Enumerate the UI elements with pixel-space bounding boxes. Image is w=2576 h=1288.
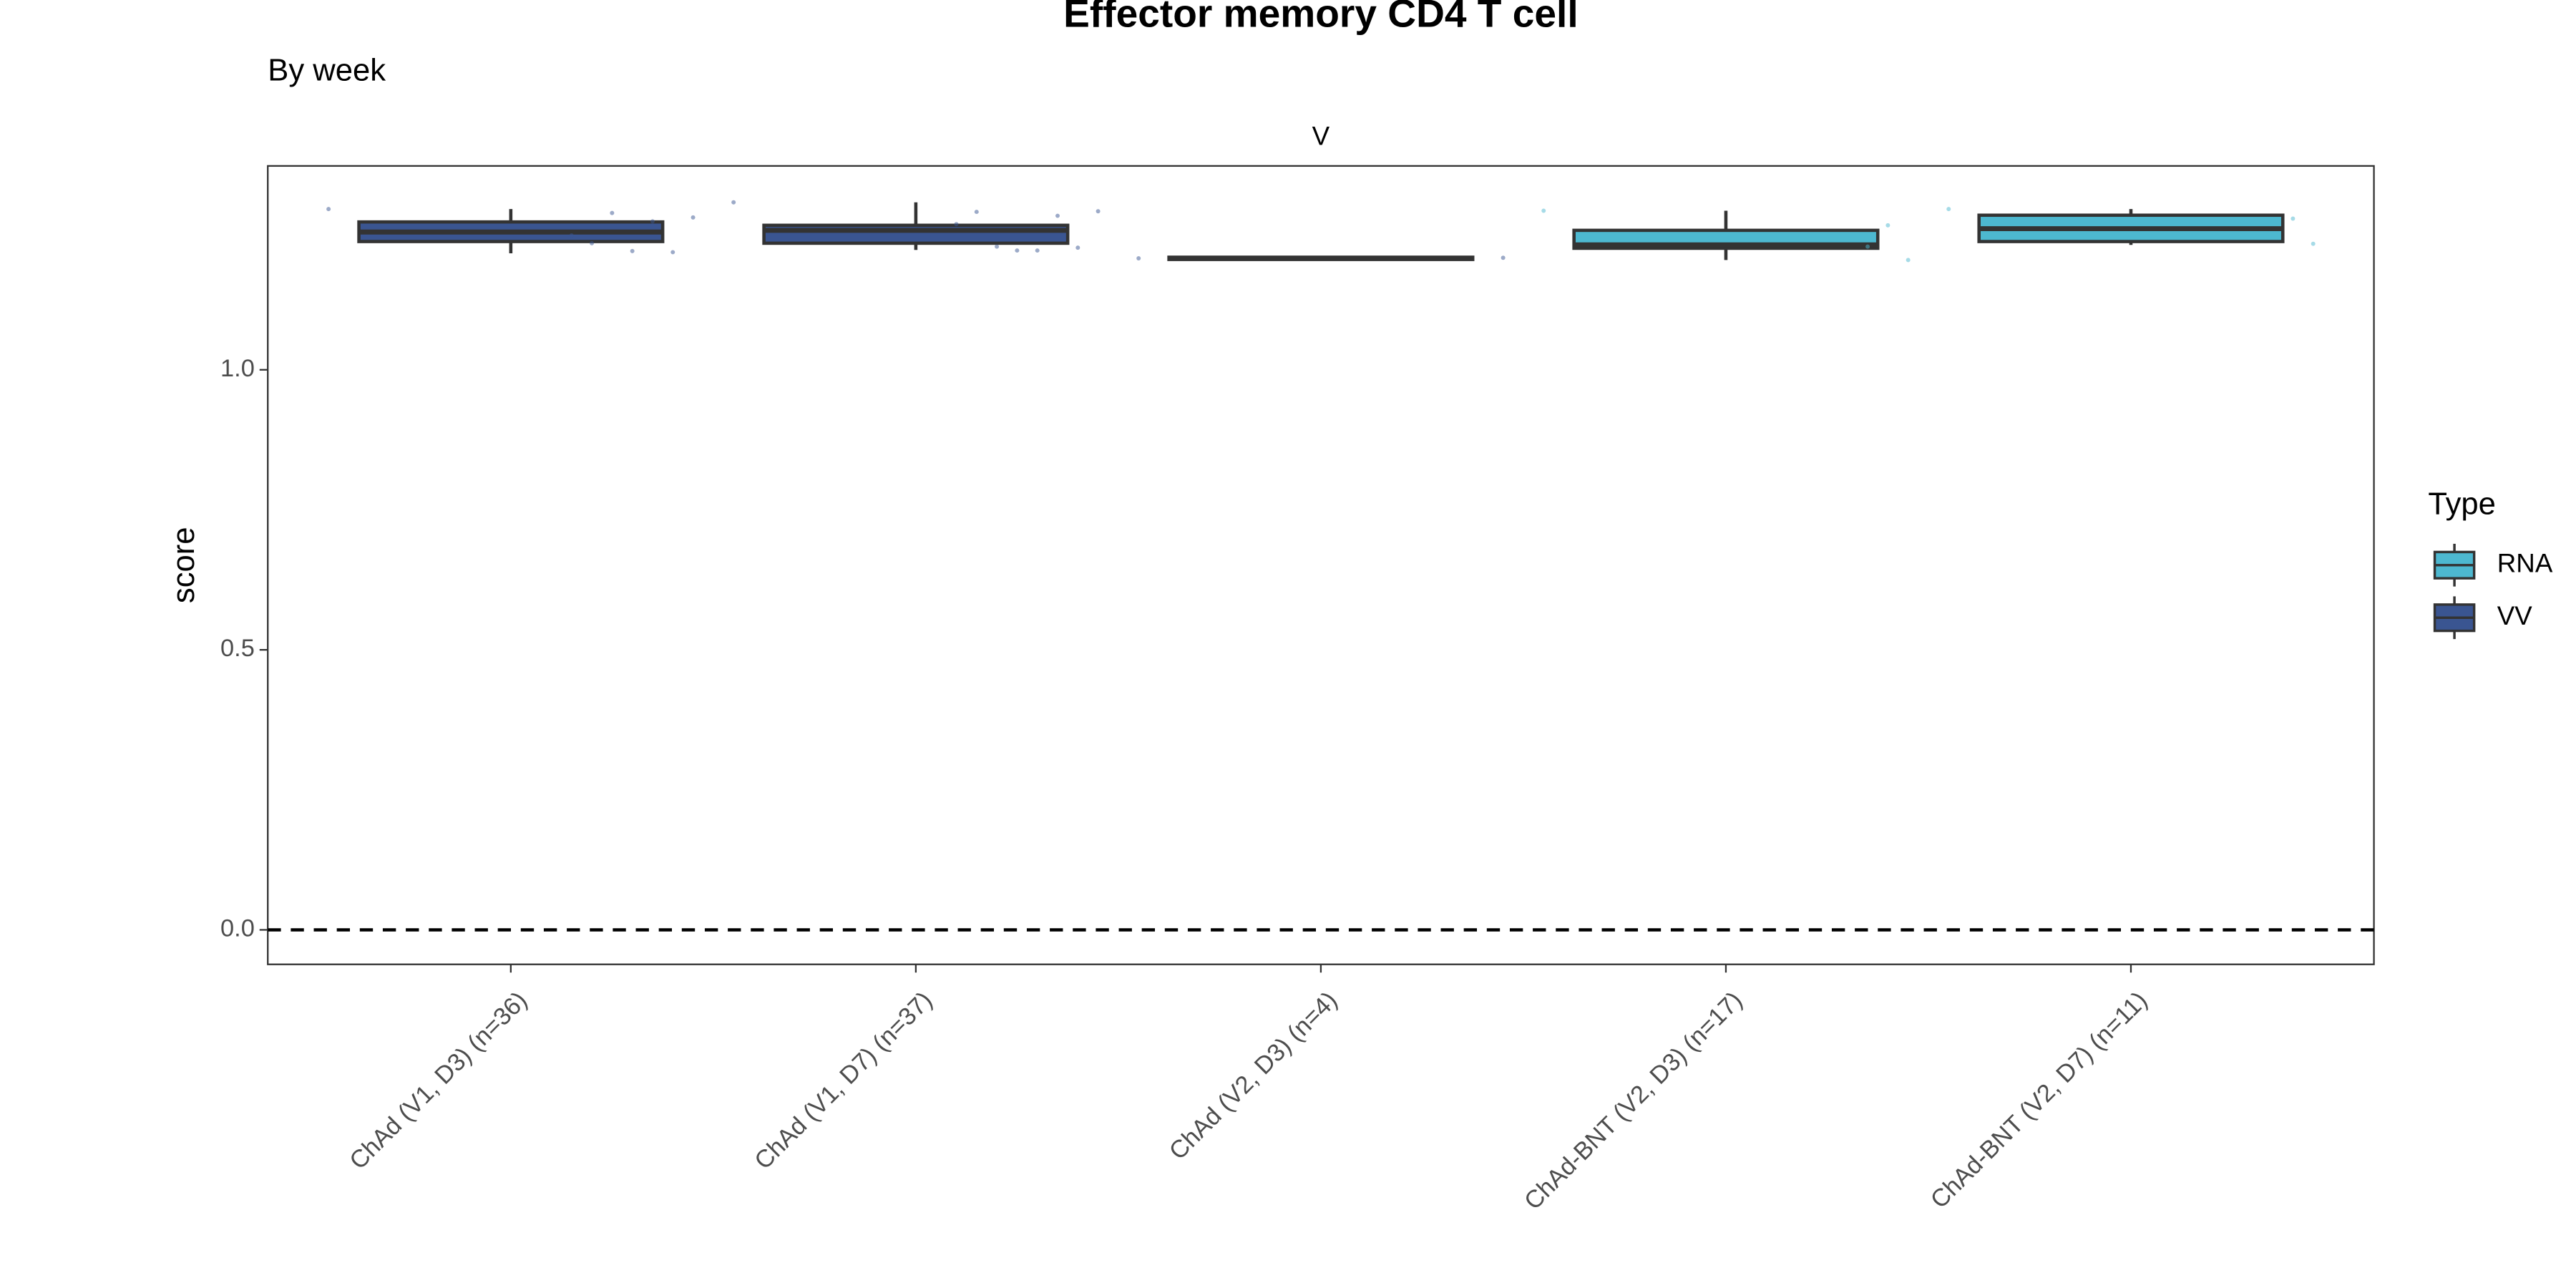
legend-label: VV bbox=[2497, 601, 2532, 630]
point bbox=[650, 219, 655, 224]
point bbox=[1946, 207, 1951, 212]
point bbox=[1075, 245, 1080, 250]
point bbox=[1541, 208, 1546, 213]
point bbox=[1906, 258, 1911, 263]
point bbox=[1015, 248, 1020, 253]
point bbox=[974, 210, 979, 215]
point bbox=[1035, 248, 1040, 253]
point bbox=[1885, 223, 1890, 228]
point bbox=[1501, 255, 1506, 260]
facet-label: V bbox=[1312, 122, 1330, 151]
legend-title: Type bbox=[2428, 487, 2496, 522]
point bbox=[569, 233, 574, 238]
point bbox=[1096, 209, 1101, 214]
point bbox=[610, 210, 615, 215]
point bbox=[670, 250, 675, 255]
chart-subtitle: By week bbox=[268, 54, 386, 88]
point bbox=[731, 200, 736, 205]
y-axis-title: score bbox=[167, 527, 201, 603]
legend-label: RNA bbox=[2497, 548, 2553, 577]
point bbox=[1055, 213, 1060, 218]
point bbox=[590, 240, 595, 245]
point bbox=[954, 222, 959, 227]
y-tick-label: 0.5 bbox=[220, 635, 255, 662]
point bbox=[1865, 244, 1870, 249]
y-tick-label: 0.0 bbox=[220, 915, 255, 942]
chart-title: Effector memory CD4 T cell bbox=[1063, 0, 1579, 36]
point bbox=[1136, 256, 1141, 261]
point bbox=[2290, 216, 2296, 221]
point bbox=[995, 244, 1000, 249]
point bbox=[326, 207, 331, 212]
point bbox=[691, 215, 696, 220]
point bbox=[630, 248, 635, 253]
point bbox=[2311, 241, 2316, 246]
y-tick-label: 1.0 bbox=[220, 355, 255, 382]
